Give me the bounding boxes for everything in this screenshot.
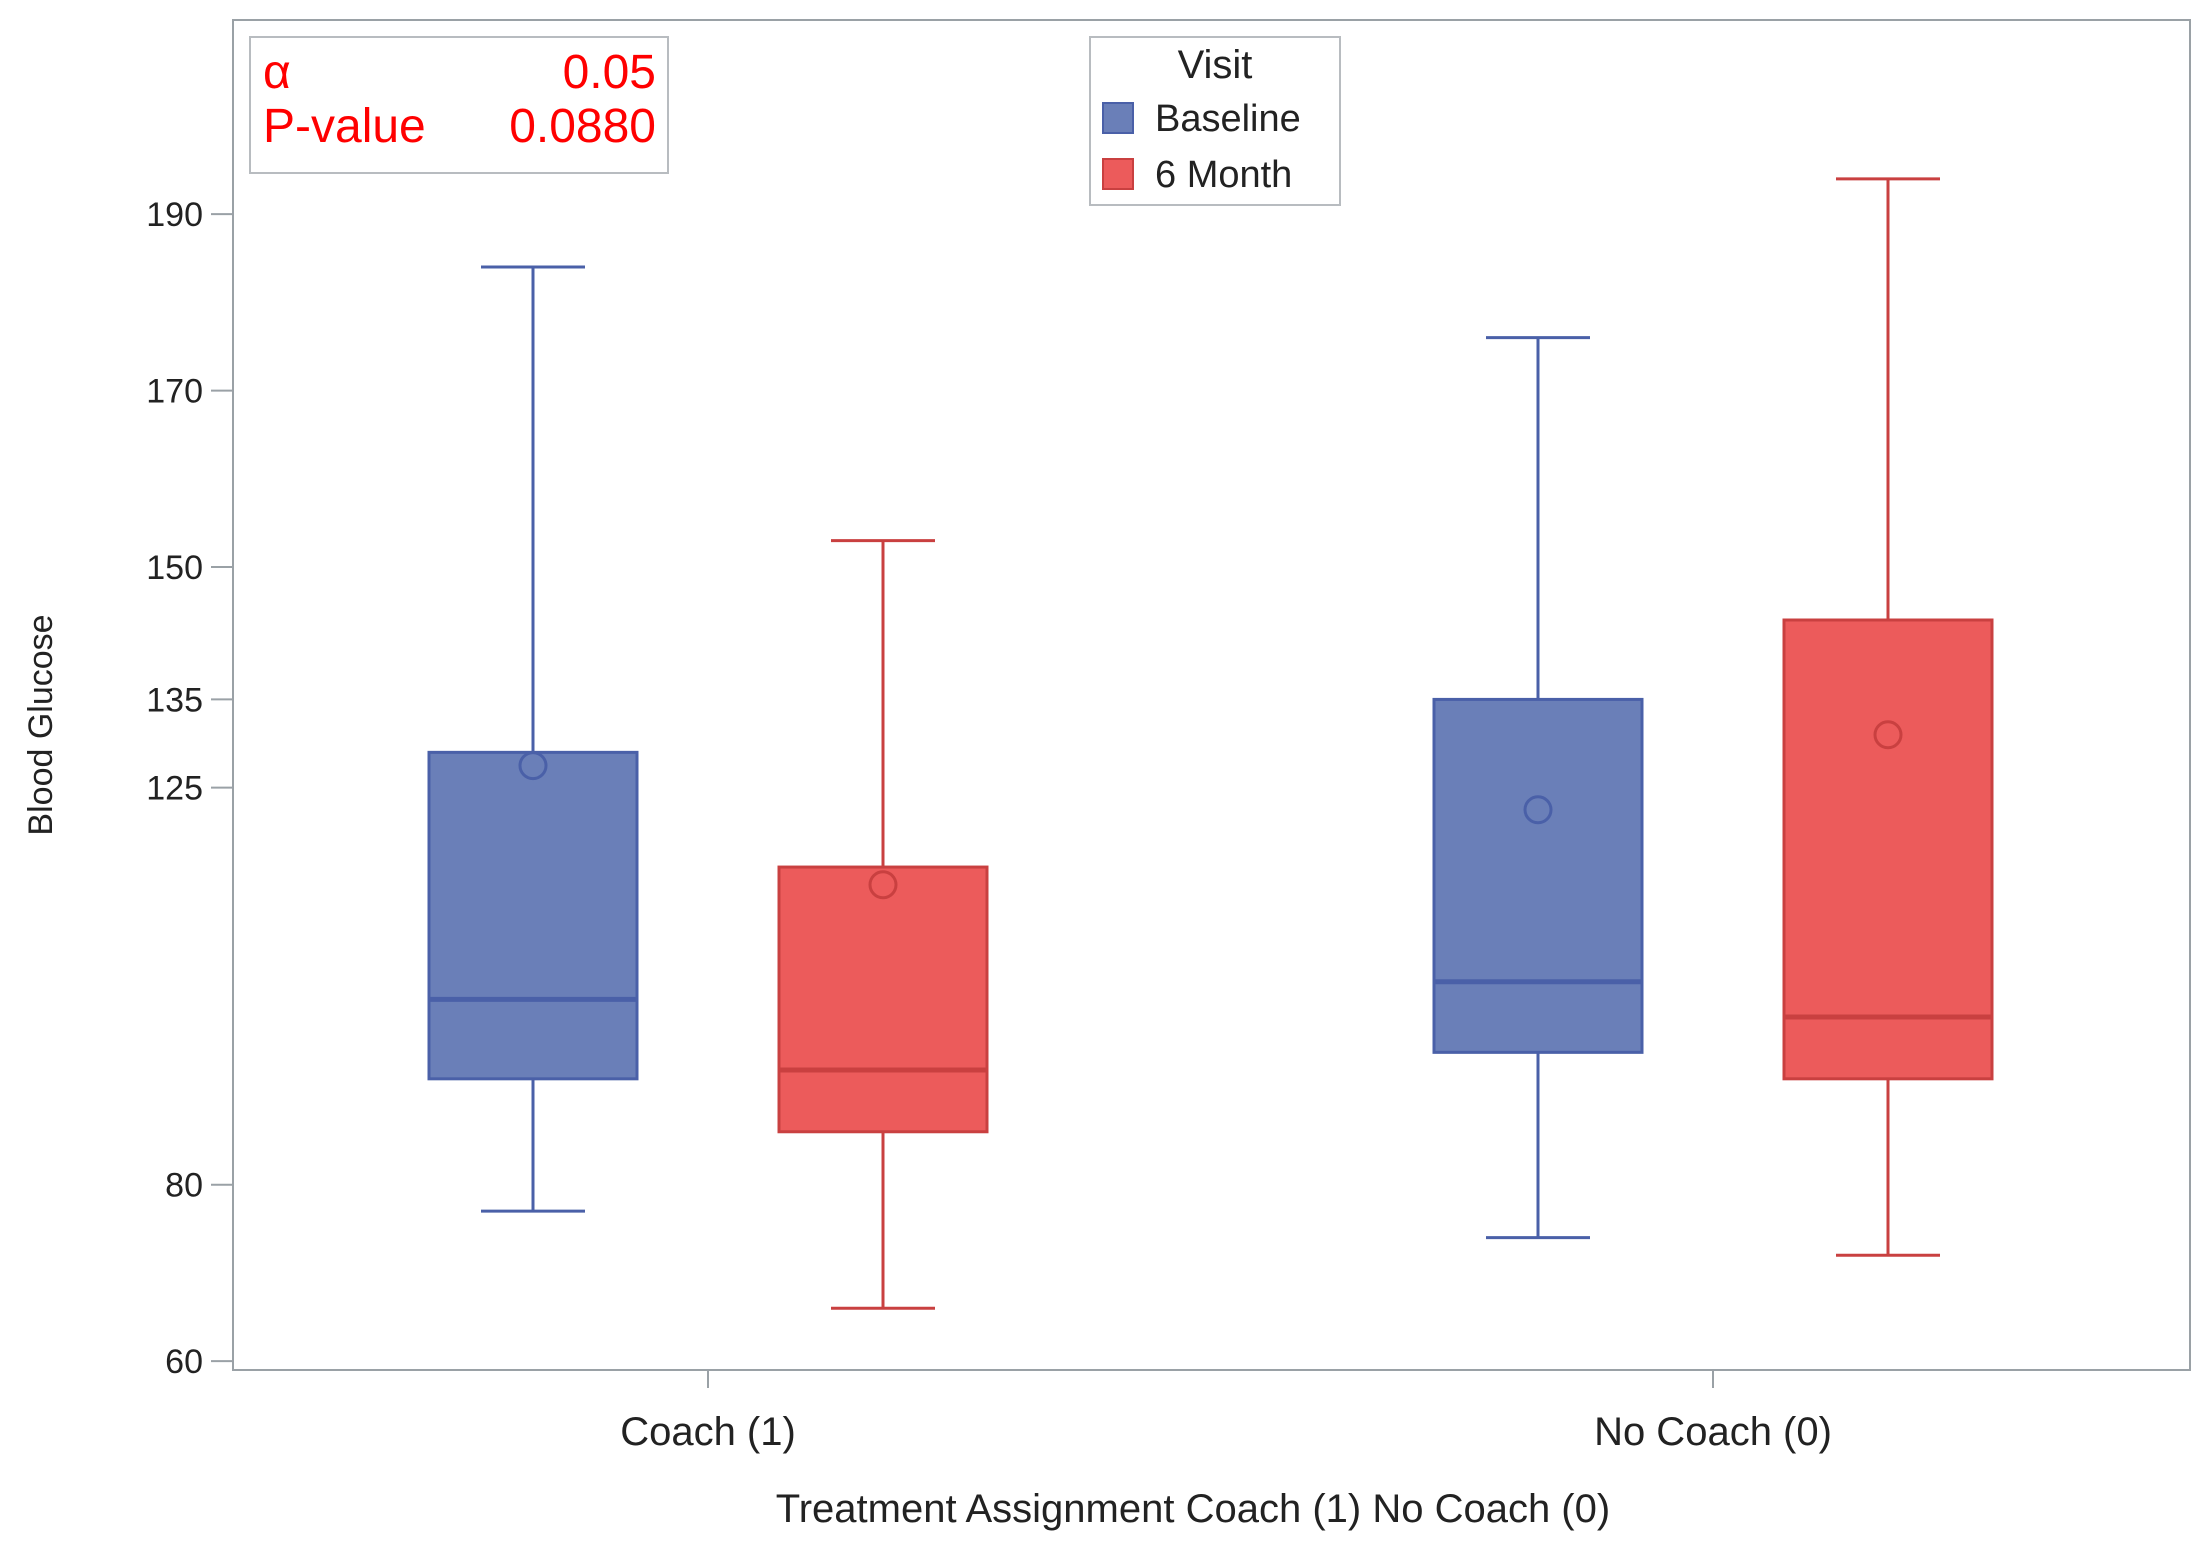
plot-frame xyxy=(232,19,2191,1371)
stats-value: 0.0880 xyxy=(509,100,656,153)
stats-value: 0.05 xyxy=(563,46,656,99)
y-axis: 60 80 125 135 150 170 190 xyxy=(146,196,233,1381)
iqr-box xyxy=(777,865,989,1134)
iqr-box xyxy=(427,750,639,1081)
y-tick-label: 190 xyxy=(146,196,203,234)
stats-label: α xyxy=(263,46,291,99)
y-tick-label: 125 xyxy=(146,770,203,808)
x-axis-label: Treatment Assignment Coach (1) No Coach … xyxy=(776,1487,1610,1531)
stats-inset: α 0.05 P-value 0.0880 xyxy=(249,36,669,174)
mean-marker xyxy=(1523,795,1553,825)
box-baseline xyxy=(1432,336,1644,1240)
x-tick-label: No Coach (0) xyxy=(1594,1410,1832,1454)
box-series-group xyxy=(427,177,1994,1310)
y-tick-label: 60 xyxy=(165,1343,203,1381)
stats-label: P-value xyxy=(263,100,426,153)
box-6-month xyxy=(1782,177,1994,1257)
iqr-box xyxy=(1432,697,1644,1054)
box-6-month xyxy=(777,539,989,1310)
mean-marker xyxy=(1873,720,1903,750)
legend-swatch xyxy=(1102,158,1134,190)
x-tick-label: Coach (1) xyxy=(620,1410,796,1454)
legend-label: Baseline xyxy=(1155,98,1301,140)
legend: Visit Baseline 6 Month xyxy=(1089,36,1341,206)
legend-swatch xyxy=(1102,102,1134,134)
y-axis-label: Blood Glucose xyxy=(22,614,60,835)
x-axis: Coach (1) No Coach (0) xyxy=(620,1370,1832,1454)
legend-title: Visit xyxy=(1178,43,1253,87)
y-tick-label: 135 xyxy=(146,681,203,719)
y-tick-label: 80 xyxy=(165,1167,203,1205)
iqr-box xyxy=(1782,618,1994,1081)
stats-frame xyxy=(249,36,669,174)
mean-marker xyxy=(518,751,548,781)
y-tick-label: 150 xyxy=(146,549,203,587)
legend-label: 6 Month xyxy=(1155,154,1292,196)
mean-marker xyxy=(868,870,898,900)
box-baseline xyxy=(427,265,639,1213)
y-tick-label: 170 xyxy=(146,373,203,411)
